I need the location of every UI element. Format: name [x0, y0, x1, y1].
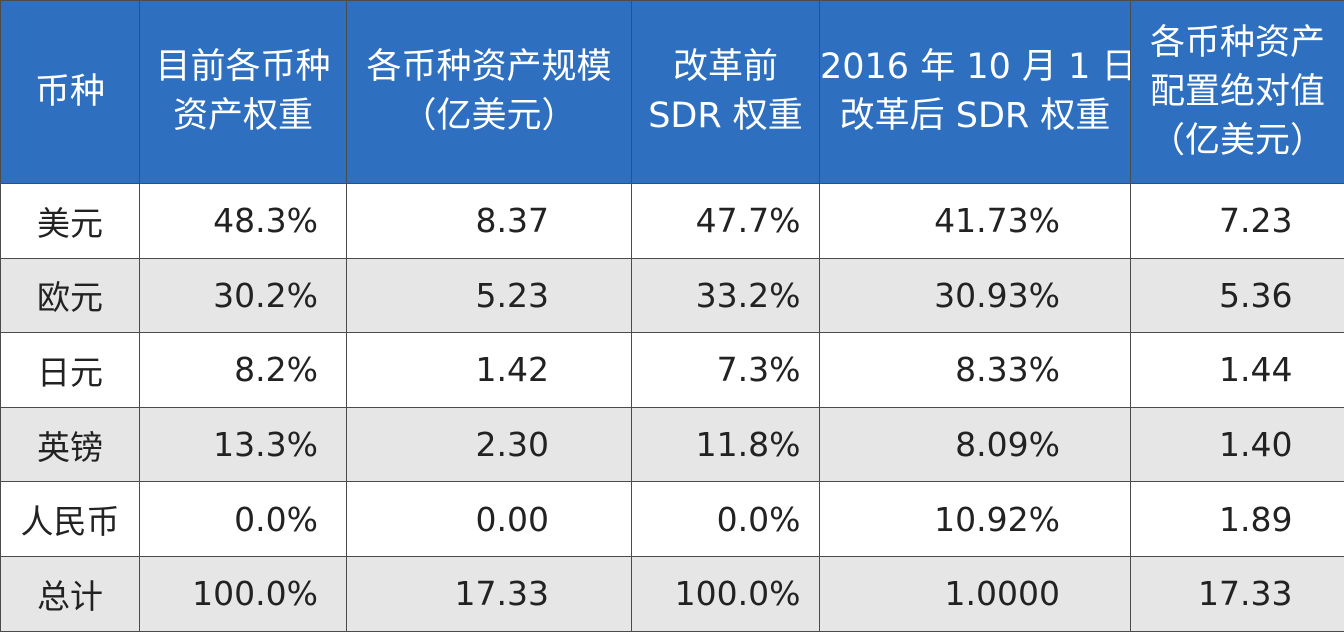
table-row: 欧元 30.2% 5.23 33.2% 30.93% 5.36 [1, 258, 1344, 333]
asset-scale-cell: 2.30 [347, 407, 632, 482]
post-reform-weight-cell: 8.09% [820, 407, 1131, 482]
header-current-weight: 目前各币种 资产权重 [140, 1, 347, 184]
post-reform-weight-cell: 10.92% [820, 482, 1131, 557]
header-asset-scale: 各币种资产规模 （亿美元） [347, 1, 632, 184]
header-post-reform-weight: 2016 年 10 月 1 日 改革后 SDR 权重 [820, 1, 1131, 184]
header-allocation: 各币种资产 配置绝对值 （亿美元） [1131, 1, 1344, 184]
pre-reform-weight-cell: 47.7% [632, 184, 820, 259]
currency-cell: 人民币 [1, 482, 140, 557]
asset-scale-cell: 1.42 [347, 333, 632, 408]
current-weight-cell: 30.2% [140, 258, 347, 333]
table-row: 日元 8.2% 1.42 7.3% 8.33% 1.44 [1, 333, 1344, 408]
total-row: 总计 100.0% 17.33 100.0% 1.0000 17.33 [1, 556, 1344, 631]
current-weight-cell: 48.3% [140, 184, 347, 259]
table-row: 人民币 0.0% 0.00 0.0% 10.92% 1.89 [1, 482, 1344, 557]
allocation-cell: 5.36 [1131, 258, 1344, 333]
table-row: 美元 48.3% 8.37 47.7% 41.73% 7.23 [1, 184, 1344, 259]
post-reform-weight-cell: 8.33% [820, 333, 1131, 408]
allocation-cell: 1.40 [1131, 407, 1344, 482]
table-row: 英镑 13.3% 2.30 11.8% 8.09% 1.40 [1, 407, 1344, 482]
pre-reform-weight-cell: 0.0% [632, 482, 820, 557]
currency-cell: 美元 [1, 184, 140, 259]
allocation-cell: 1.89 [1131, 482, 1344, 557]
post-reform-weight-cell: 41.73% [820, 184, 1131, 259]
asset-scale-cell: 17.33 [347, 556, 632, 631]
pre-reform-weight-cell: 33.2% [632, 258, 820, 333]
post-reform-weight-cell: 1.0000 [820, 556, 1131, 631]
currency-cell: 日元 [1, 333, 140, 408]
current-weight-cell: 0.0% [140, 482, 347, 557]
currency-cell: 总计 [1, 556, 140, 631]
asset-scale-cell: 5.23 [347, 258, 632, 333]
current-weight-cell: 13.3% [140, 407, 347, 482]
post-reform-weight-cell: 30.93% [820, 258, 1131, 333]
currency-cell: 欧元 [1, 258, 140, 333]
header-pre-reform-weight: 改革前 SDR 权重 [632, 1, 820, 184]
pre-reform-weight-cell: 7.3% [632, 333, 820, 408]
current-weight-cell: 8.2% [140, 333, 347, 408]
currency-cell: 英镑 [1, 407, 140, 482]
header-currency: 币种 [1, 1, 140, 184]
pre-reform-weight-cell: 11.8% [632, 407, 820, 482]
table-header: 币种 目前各币种 资产权重 各币种资产规模 （亿美元） 改革前 SDR 权重 2… [1, 1, 1344, 184]
pre-reform-weight-cell: 100.0% [632, 556, 820, 631]
asset-scale-cell: 8.37 [347, 184, 632, 259]
header-row: 币种 目前各币种 资产权重 各币种资产规模 （亿美元） 改革前 SDR 权重 2… [1, 1, 1344, 184]
current-weight-cell: 100.0% [140, 556, 347, 631]
asset-scale-cell: 0.00 [347, 482, 632, 557]
table-body: 美元 48.3% 8.37 47.7% 41.73% 7.23 欧元 30.2%… [1, 184, 1344, 632]
allocation-cell: 7.23 [1131, 184, 1344, 259]
allocation-cell: 17.33 [1131, 556, 1344, 631]
allocation-cell: 1.44 [1131, 333, 1344, 408]
